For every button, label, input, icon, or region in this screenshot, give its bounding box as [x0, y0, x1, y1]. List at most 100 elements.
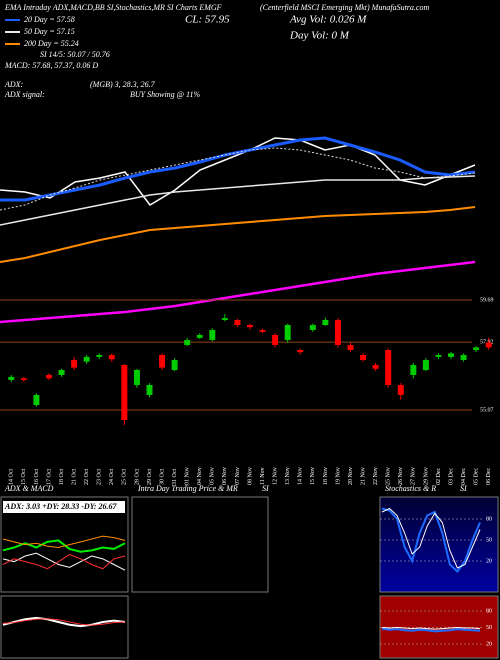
candle-body [133, 370, 140, 385]
x-tick-label: 25 Oct [122, 469, 128, 485]
x-tick-label: 14 Oct [9, 469, 15, 485]
candle-body [334, 320, 341, 345]
y-tick-label: 57.92 [480, 340, 494, 346]
candle-body [8, 376, 15, 380]
x-tick-label: 24 Oct [109, 469, 115, 485]
stochastics-panel [379, 496, 499, 593]
legend-label: 20 Day = 57.58 [24, 15, 75, 24]
candle-body [272, 335, 279, 345]
candle-body [485, 342, 492, 348]
series-line [381, 627, 481, 633]
x-tick-label: 04 Nov [197, 467, 203, 485]
x-tick-label: 23 Oct [97, 469, 103, 485]
y-tick-label: 50 [486, 537, 492, 543]
series-line [2, 616, 126, 628]
x-tick-label: 15 Nov [310, 467, 316, 485]
y-tick-label: 80 [486, 516, 492, 522]
candle-body [83, 356, 90, 362]
intraday-panel [131, 496, 269, 593]
candle-body [221, 318, 228, 320]
candle-body [209, 330, 216, 340]
candle-body [108, 355, 115, 360]
y-tick-label: 80 [486, 608, 492, 614]
y-tick-label: 55.07 [480, 407, 494, 413]
x-tick-label: 07 Nov [235, 467, 241, 485]
annotation: ADX: [4, 80, 24, 89]
annotation: Avg Vol: 0.026 M [289, 14, 367, 26]
series-line [2, 554, 126, 570]
chart-subtitle: (Centerfield MSCI Emerging Mkt) MunafaSu… [260, 3, 429, 12]
annotation: SI 14/5: 50.07 / 50.76 [40, 50, 110, 59]
x-tick-label: 13 Nov [285, 467, 291, 485]
x-tick-label: 04 Dec [461, 468, 467, 485]
x-tick-label: 28 Oct [134, 469, 140, 485]
candle-body [58, 370, 65, 375]
annotation: ADX: 3.03 +DY: 28.33 -DY: 26.67 [4, 502, 118, 511]
series-line [0, 206, 476, 263]
x-tick-label: 06 Nov [222, 467, 228, 485]
x-tick-label: 18 Nov [323, 467, 329, 485]
candle-body [473, 347, 480, 350]
candle-body [247, 325, 253, 328]
candle-body [171, 360, 178, 370]
annotation: Day Vol: 0 M [289, 30, 350, 42]
series-line [0, 147, 476, 211]
x-tick-label: 29 Oct [147, 469, 153, 485]
x-tick-label: 21 Nov [360, 467, 366, 485]
series-line [2, 535, 126, 549]
candle-body [284, 325, 291, 340]
candle-body [20, 378, 27, 380]
chart-title: EMA Intraday ADX,MACD,BB SI,Stochastics,… [4, 3, 222, 12]
candle-body [196, 335, 203, 338]
x-tick-label: 22 Oct [84, 469, 90, 485]
x-tick-label: 26 Nov [398, 467, 404, 485]
candle-body [372, 365, 379, 369]
x-tick-label: 27 Nov [411, 467, 417, 485]
candle-body [146, 385, 153, 395]
x-tick-label: 12 Nov [273, 467, 279, 485]
candle-body [347, 345, 354, 350]
annotation: (MGB) 3, 28.3, 26.7 [90, 80, 156, 89]
candle-body [297, 350, 304, 353]
annotation: CL: 57.95 [185, 14, 230, 26]
x-tick-label: 22 Nov [373, 467, 379, 485]
y-tick-label: 50 [486, 625, 492, 631]
series-line [381, 626, 481, 630]
series-line [2, 552, 126, 571]
x-tick-label: 19 Nov [335, 467, 341, 485]
candle-body [71, 360, 78, 368]
x-tick-label: 18 Oct [59, 469, 65, 485]
candle-body [309, 325, 316, 330]
x-tick-label: 15 Oct [21, 469, 27, 485]
x-tick-label: 30 Oct [159, 469, 165, 485]
x-tick-label: 14 Nov [298, 467, 304, 485]
x-tick-label: 03 Dec [448, 468, 454, 485]
x-tick-label: 05 Dec [474, 468, 480, 485]
candle-body [159, 355, 166, 368]
panel-subtitle: SI [460, 484, 467, 493]
candle-body [410, 365, 417, 375]
candle-body [360, 355, 367, 360]
x-tick-label: 16 Oct [34, 469, 40, 485]
x-tick-label: 21 Oct [71, 469, 77, 485]
candle-body [33, 395, 40, 405]
annotation: ADX signal: [4, 90, 45, 99]
candle-body [435, 355, 442, 357]
candle-body [96, 355, 103, 357]
series-line [0, 260, 476, 324]
panel-subtitle: SI [262, 484, 269, 493]
x-tick-label: 05 Nov [210, 467, 216, 485]
x-tick-label: 11 Nov [260, 467, 266, 485]
x-tick-label: 17 Oct [46, 469, 52, 485]
legend-label: 50 Day = 57.15 [24, 27, 75, 36]
panel-title: Intra Day Trading Price & MR [137, 484, 238, 493]
series-line [381, 507, 481, 569]
annotation-box [3, 501, 125, 513]
legend-label: 200 Day = 55.24 [24, 39, 79, 48]
y-tick-label: 20 [486, 558, 492, 564]
x-tick-label: 20 Nov [348, 467, 354, 485]
series-line [2, 618, 126, 626]
x-tick-label: 02 Dec [436, 468, 442, 485]
x-tick-label: 31 Oct [172, 469, 178, 485]
macd-panel [0, 595, 129, 659]
